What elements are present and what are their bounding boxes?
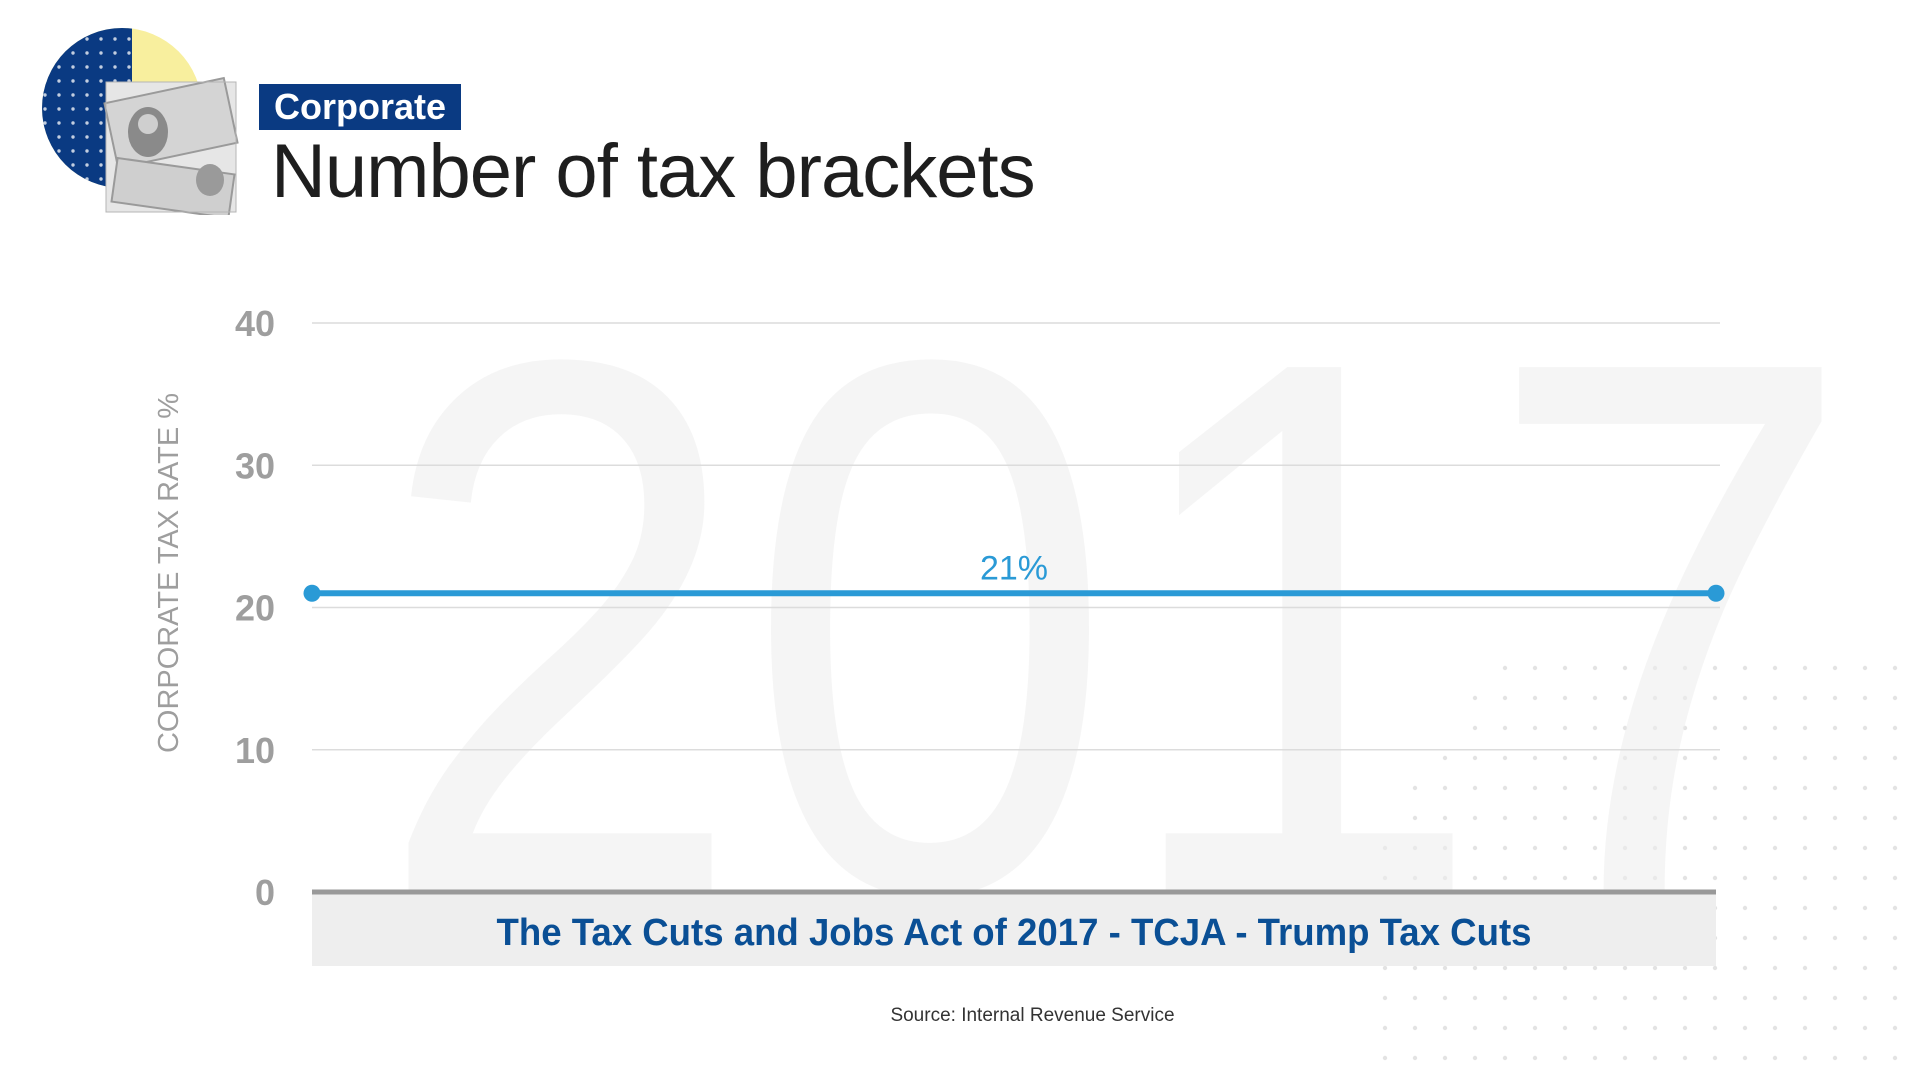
page-title: Number of tax brackets: [271, 129, 1036, 214]
y-axis-label: CORPORATE TAX RATE %: [153, 393, 185, 753]
corporate-logo-icon: [42, 28, 239, 215]
y-tick-label: 40: [235, 303, 275, 344]
y-tick-label: 20: [235, 588, 275, 629]
series: 21%: [303, 549, 1725, 602]
x-category-label: The Tax Cuts and Jobs Act of 2017 - TCJA…: [497, 912, 1532, 954]
data-point: [303, 584, 321, 602]
grid: [312, 322, 1720, 751]
source-note: Source: Internal Revenue Service: [890, 1005, 1175, 1026]
x-category-band: [312, 892, 1716, 966]
category-badge: Corporate: [259, 84, 462, 130]
banknote-icon: [103, 76, 239, 215]
y-tick-label: 10: [235, 730, 275, 771]
y-tick-label: 0: [255, 872, 275, 913]
data-label: 21%: [980, 549, 1048, 587]
y-tick-label: 30: [235, 445, 275, 486]
data-point: [1707, 584, 1725, 602]
y-axis: 0 10 20 30 40: [235, 303, 275, 913]
